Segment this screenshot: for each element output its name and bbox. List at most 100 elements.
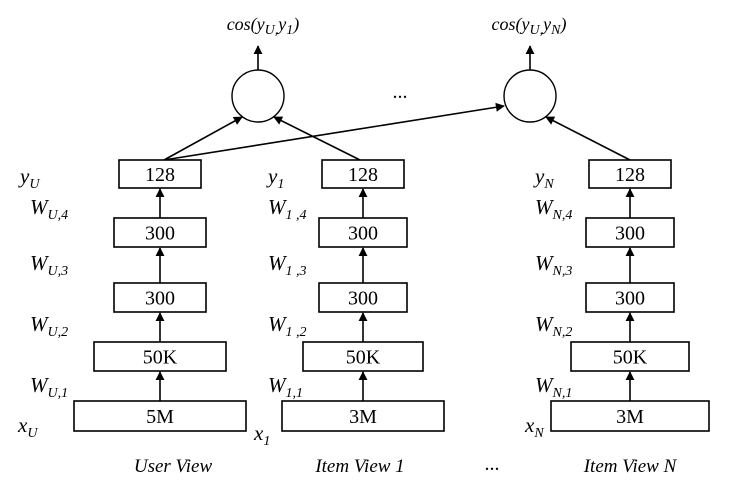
weight-label: WN,1 xyxy=(535,373,572,401)
output-label: y1 xyxy=(266,164,284,192)
layer-box-0-0 xyxy=(73,400,247,432)
weight-label-sub: U,2 xyxy=(48,325,69,340)
weight-label-sub: N,4 xyxy=(552,208,573,223)
layer-size-label: 128 xyxy=(348,164,378,186)
input-label: xU xyxy=(17,413,38,441)
input-label: x1 xyxy=(253,421,270,449)
output-label-base: y xyxy=(266,164,278,188)
layer-size-label: 300 xyxy=(615,223,645,245)
weight-label-base: W xyxy=(535,251,555,275)
cos-suffix: ) xyxy=(559,14,566,35)
output-label-base: y xyxy=(18,164,30,188)
weight-label-base: W xyxy=(535,373,555,397)
connection-arrow xyxy=(273,116,361,161)
weight-label-sub: 1 ,2 xyxy=(286,325,307,340)
similarity-node xyxy=(231,69,285,123)
view-caption: User View xyxy=(134,456,213,477)
connection-arrow xyxy=(163,102,505,161)
input-label-base: x xyxy=(524,413,535,437)
layer-size-label: 300 xyxy=(348,288,378,310)
layer-size-label: 5M xyxy=(146,406,174,428)
weight-label-sub: U,1 xyxy=(48,386,69,401)
weight-label-base: W xyxy=(268,195,288,219)
weight-label-base: W xyxy=(30,312,50,336)
output-label-sub: U xyxy=(29,177,40,192)
weight-label-sub: 1 ,4 xyxy=(286,208,307,223)
layer-box-1-4 xyxy=(321,159,405,189)
layer-box-2-2 xyxy=(585,282,675,313)
similarity-node xyxy=(503,69,557,123)
input-label-base: x xyxy=(17,413,28,437)
weight-label: W1 ,4 xyxy=(268,195,307,223)
weight-label: WU,3 xyxy=(30,251,68,279)
weight-label-sub: U,4 xyxy=(48,208,69,223)
output-label-base: y xyxy=(533,164,545,188)
cos-sub1: U, xyxy=(265,23,279,38)
cos-prefix: cos(y xyxy=(227,14,265,35)
weight-label-base: W xyxy=(30,195,50,219)
output-label: yN xyxy=(533,164,554,192)
layer-size-label: 50K xyxy=(346,347,381,369)
layer-size-label: 50K xyxy=(143,347,178,369)
weight-label-base: W xyxy=(30,251,50,275)
cosine-label: cos(yU,yN) xyxy=(492,14,567,38)
weight-label: WU,1 xyxy=(30,373,68,401)
layer-box-0-4 xyxy=(118,159,202,189)
layer-box-2-3 xyxy=(585,217,675,248)
input-label-sub: U xyxy=(27,426,38,441)
output-label: yU xyxy=(18,164,40,192)
layer-box-0-2 xyxy=(113,282,207,313)
view-caption: Item View 1 xyxy=(314,456,404,477)
weight-label: W1 ,3 xyxy=(268,251,307,279)
weight-label: W1,1 xyxy=(268,373,303,401)
cos-suffix: ) xyxy=(292,14,299,35)
cos-mid: y xyxy=(541,14,551,34)
connection-arrow xyxy=(545,116,631,161)
input-label-sub: 1 xyxy=(263,434,270,449)
input-label: xN xyxy=(524,413,544,441)
layer-box-1-1 xyxy=(302,341,424,372)
cosine-label: cos(yU,y1) xyxy=(227,14,300,38)
cos-sub2: 1 xyxy=(286,23,293,38)
layer-size-label: 50K xyxy=(613,347,648,369)
view-caption: Item View N xyxy=(583,456,678,477)
output-label-sub: 1 xyxy=(277,177,284,192)
weight-label-base: W xyxy=(268,312,288,336)
weight-label-sub: 1,1 xyxy=(286,386,304,401)
layer-size-label: 300 xyxy=(348,223,378,245)
layer-box-1-2 xyxy=(318,282,408,313)
layer-size-label: 3M xyxy=(349,406,377,428)
weight-label: W1 ,2 xyxy=(268,312,307,340)
layer-box-2-1 xyxy=(570,341,690,372)
weight-label-base: W xyxy=(535,195,555,219)
cos-sub1: U, xyxy=(530,23,544,38)
weight-label-sub: N,2 xyxy=(552,325,573,340)
weight-label-sub: 1 ,3 xyxy=(286,264,307,279)
layer-size-label: 300 xyxy=(615,288,645,310)
weight-label: WN,4 xyxy=(535,195,572,223)
layer-size-label: 3M xyxy=(616,406,644,428)
weight-label-base: W xyxy=(30,373,50,397)
weight-label-sub: U,3 xyxy=(48,264,69,279)
input-label-sub: N xyxy=(533,426,544,441)
input-label-base: x xyxy=(253,421,264,445)
weight-label-sub: N,1 xyxy=(552,386,573,401)
weight-label-base: W xyxy=(535,312,555,336)
connection-arrow xyxy=(163,116,243,161)
layer-box-1-3 xyxy=(318,217,408,248)
weight-label-sub: N,3 xyxy=(552,264,573,279)
output-label-sub: N xyxy=(543,177,554,192)
cos-sub2: N xyxy=(550,23,561,38)
layer-size-label: 300 xyxy=(145,288,175,310)
layer-boxes xyxy=(73,69,710,432)
ellipsis-bottom: ... xyxy=(485,453,500,475)
layer-size-label: 128 xyxy=(145,164,175,186)
layer-size-label: 300 xyxy=(145,223,175,245)
layer-box-2-4 xyxy=(588,159,672,189)
layer-size-label: 128 xyxy=(615,164,645,186)
cos-prefix: cos(y xyxy=(492,14,530,35)
weight-label-base: W xyxy=(268,373,288,397)
connector-lines xyxy=(155,45,635,401)
ellipsis-top: ... xyxy=(393,81,408,103)
